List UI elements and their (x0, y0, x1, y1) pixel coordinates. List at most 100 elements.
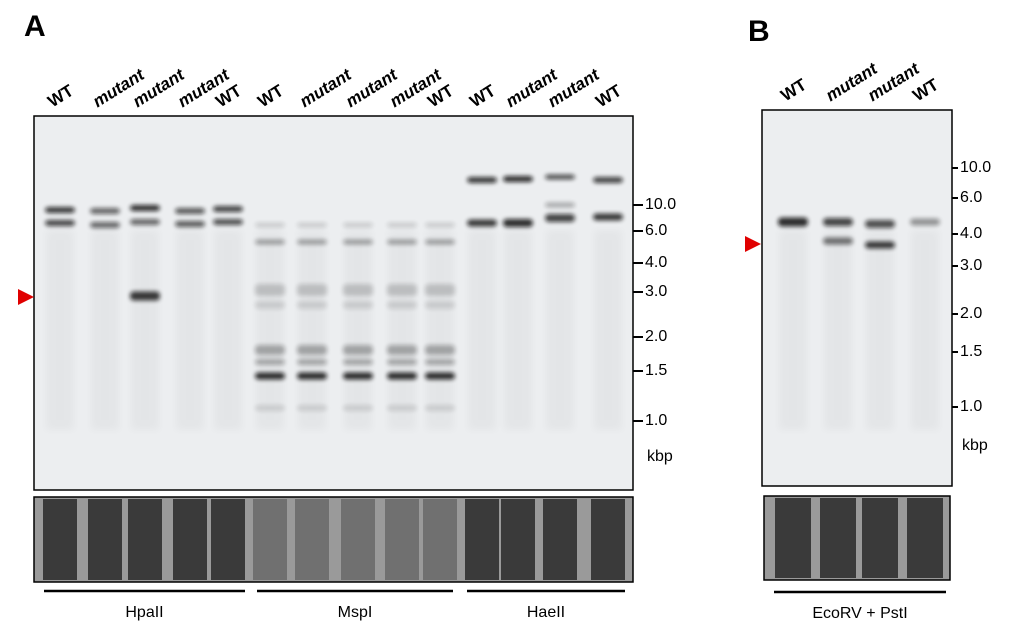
size-marker: 3.0 (645, 283, 667, 300)
loading-lane (341, 499, 375, 580)
lane-smear (256, 230, 284, 430)
size-marker: 2.0 (645, 328, 667, 345)
band (45, 220, 75, 226)
band (387, 239, 417, 245)
band (343, 301, 373, 309)
loading-lane (43, 499, 77, 580)
band (90, 222, 120, 228)
loading-lane (173, 499, 207, 580)
loading-lane (862, 498, 898, 578)
loading-lane (907, 498, 943, 578)
size-marker: 2.0 (960, 305, 982, 322)
loading-lane (465, 499, 499, 580)
band (255, 372, 285, 380)
lane-smear (911, 230, 939, 430)
lane-smear (426, 230, 454, 430)
lane-smear (866, 230, 894, 430)
band (343, 239, 373, 245)
band (387, 345, 417, 355)
band (910, 218, 940, 226)
band (255, 222, 285, 228)
band (387, 359, 417, 365)
band (467, 177, 497, 183)
band (130, 219, 160, 225)
loading-lane (211, 499, 245, 580)
unit-label: kbp (962, 437, 988, 454)
size-marker: 1.0 (960, 398, 982, 415)
lane-smear (468, 230, 496, 430)
enzyme-label: HaeII (527, 604, 565, 621)
lane-smear (91, 230, 119, 430)
band (343, 222, 373, 228)
loading-lane (820, 498, 856, 578)
band (387, 222, 417, 228)
lane-smear (298, 230, 326, 430)
band (213, 206, 243, 212)
lane-smear (176, 230, 204, 430)
band (343, 345, 373, 355)
band (823, 218, 853, 226)
band (297, 359, 327, 365)
size-marker: 4.0 (645, 254, 667, 271)
band (387, 301, 417, 309)
loading-lane (423, 499, 457, 580)
band (425, 359, 455, 365)
size-marker: 6.0 (645, 222, 667, 239)
loading-lane (88, 499, 122, 580)
band (425, 405, 455, 411)
band (425, 301, 455, 309)
band (297, 284, 327, 296)
size-marker: 10.0 (960, 159, 991, 176)
band (593, 177, 623, 183)
band (503, 219, 533, 227)
band (425, 239, 455, 245)
band (823, 237, 853, 245)
blot (761, 109, 953, 487)
size-marker: 10.0 (645, 196, 676, 213)
band (425, 372, 455, 380)
size-marker: 3.0 (960, 257, 982, 274)
band (130, 291, 160, 301)
enzyme-label: EcoRV + PstI (812, 605, 907, 622)
band (343, 284, 373, 296)
loading-lane (128, 499, 162, 580)
band (387, 284, 417, 296)
lane-smear (344, 230, 372, 430)
band (297, 222, 327, 228)
lane-smear (594, 230, 622, 430)
loading-lane (543, 499, 577, 580)
unit-label: kbp (647, 448, 673, 465)
band (545, 202, 575, 208)
lane-smear (131, 230, 159, 430)
band (593, 213, 623, 221)
panel-label: B (748, 15, 770, 48)
band (343, 359, 373, 365)
band (425, 222, 455, 228)
lane-smear (388, 230, 416, 430)
band (255, 405, 285, 411)
band (255, 239, 285, 245)
size-marker: 1.5 (645, 362, 667, 379)
band (255, 345, 285, 355)
size-marker: 1.5 (960, 343, 982, 360)
size-marker: 4.0 (960, 225, 982, 242)
band (297, 345, 327, 355)
arrowhead (18, 289, 34, 305)
panel-label: A (24, 10, 46, 43)
lane-label: WT (44, 81, 77, 111)
band (297, 405, 327, 411)
band (865, 220, 895, 228)
band (297, 301, 327, 309)
size-marker: 6.0 (960, 189, 982, 206)
band (175, 221, 205, 227)
lane-smear (824, 230, 852, 430)
enzyme-label: HpaII (125, 604, 163, 621)
band (387, 405, 417, 411)
band (778, 217, 808, 227)
band (425, 284, 455, 296)
band (343, 405, 373, 411)
band (255, 301, 285, 309)
lane-smear (46, 230, 74, 430)
lane-label: WT (777, 75, 810, 105)
